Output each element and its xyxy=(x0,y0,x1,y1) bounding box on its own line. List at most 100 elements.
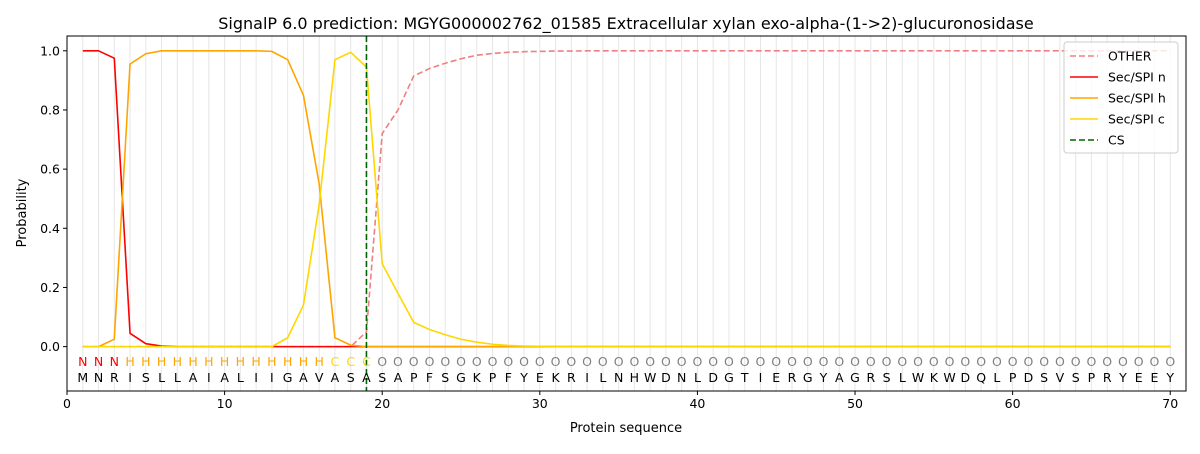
residue-class-label: O xyxy=(488,354,498,369)
sequence-residue: Q xyxy=(976,370,986,385)
y-tick-label: 0.6 xyxy=(40,162,60,177)
sequence-residue: W xyxy=(912,370,924,385)
residue-class-label: O xyxy=(1008,354,1018,369)
x-tick-label: 70 xyxy=(1162,396,1178,411)
residue-class-label: O xyxy=(440,354,450,369)
sequence-residue: H xyxy=(630,370,639,385)
y-tick-label: 1.0 xyxy=(40,43,60,58)
series-line-other xyxy=(82,49,1171,348)
sequence-residue: S xyxy=(142,370,150,385)
sequence-residue: V xyxy=(1056,370,1065,385)
residue-class-label: N xyxy=(78,354,87,369)
residue-class-label: C xyxy=(362,354,371,369)
residue-class-label: O xyxy=(740,354,750,369)
sequence-residue: P xyxy=(1009,370,1017,385)
sequence-residue: E xyxy=(772,370,780,385)
sequence-residue: Y xyxy=(519,370,528,385)
sequence-residue: G xyxy=(803,370,813,385)
sequence-residue: R xyxy=(788,370,797,385)
sequence-residue: G xyxy=(724,370,734,385)
sequence-residue: K xyxy=(551,370,560,385)
sequence-residue: R xyxy=(567,370,576,385)
sequence-residue: S xyxy=(378,370,386,385)
residue-class-label: O xyxy=(472,354,482,369)
residue-class-label: O xyxy=(614,354,624,369)
residue-class-label: H xyxy=(125,354,134,369)
sequence-residue: L xyxy=(899,370,906,385)
residue-labels: NMNNNRHIHSHLHLHAHIHAHLHIHIHGHAHVCACSCAOS… xyxy=(77,354,1175,385)
residue-class-label: O xyxy=(535,354,545,369)
residue-class-label: O xyxy=(929,354,939,369)
residue-class-label: N xyxy=(110,354,119,369)
residue-class-label: H xyxy=(157,354,166,369)
residue-class-label: O xyxy=(425,354,435,369)
residue-class-label: O xyxy=(771,354,781,369)
sequence-residue: D xyxy=(708,370,718,385)
sequence-residue: N xyxy=(94,370,103,385)
residue-class-label: O xyxy=(693,354,703,369)
residue-class-label: O xyxy=(598,354,608,369)
residue-class-label: O xyxy=(866,354,876,369)
residue-class-label: O xyxy=(945,354,955,369)
sequence-residue: L xyxy=(694,370,701,385)
sequence-residue: S xyxy=(347,370,355,385)
x-axis-label: Protein sequence xyxy=(570,421,682,436)
legend-label: Sec/SPI n xyxy=(1108,70,1166,85)
sequence-residue: Y xyxy=(1165,370,1174,385)
sequence-residue: I xyxy=(270,370,274,385)
series-lines xyxy=(82,49,1171,348)
residue-class-label: O xyxy=(992,354,1002,369)
sequence-residue: D xyxy=(661,370,671,385)
sequence-residue: R xyxy=(1103,370,1112,385)
residue-class-label: O xyxy=(834,354,844,369)
x-tick-label: 30 xyxy=(532,396,548,411)
residue-class-label: O xyxy=(1039,354,1049,369)
sequence-residue: N xyxy=(677,370,686,385)
residue-class-label: O xyxy=(1150,354,1160,369)
x-tick-label: 20 xyxy=(374,396,390,411)
residue-class-label: O xyxy=(913,354,923,369)
residue-class-label: H xyxy=(283,354,292,369)
sequence-residue: N xyxy=(614,370,623,385)
sequence-residue: W xyxy=(943,370,955,385)
sequence-residue: I xyxy=(585,370,589,385)
sequence-residue: E xyxy=(536,370,544,385)
legend-box xyxy=(1063,41,1179,154)
series-line-sec-spi-n xyxy=(82,49,1171,348)
sequence-residue: G xyxy=(283,370,293,385)
plot-frame xyxy=(66,35,1187,392)
residue-class-label: O xyxy=(756,354,766,369)
sequence-residue: R xyxy=(866,370,875,385)
residue-class-label: O xyxy=(677,354,687,369)
residue-class-label: O xyxy=(1055,354,1065,369)
sequence-residue: P xyxy=(489,370,497,385)
residue-class-label: O xyxy=(708,354,718,369)
residue-class-label: O xyxy=(393,354,403,369)
sequence-residue: G xyxy=(456,370,466,385)
residue-class-label: H xyxy=(299,354,308,369)
residue-class-label: O xyxy=(1118,354,1128,369)
residue-class-label: O xyxy=(503,354,513,369)
sequence-residue: F xyxy=(505,370,512,385)
residue-class-label: O xyxy=(1071,354,1081,369)
residue-class-label: H xyxy=(236,354,245,369)
residue-class-label: O xyxy=(519,354,529,369)
sequence-residue: Y xyxy=(819,370,828,385)
residue-class-label: H xyxy=(204,354,213,369)
residue-class-label: O xyxy=(1087,354,1097,369)
residue-class-label: H xyxy=(141,354,150,369)
sequence-residue: I xyxy=(128,370,132,385)
residue-class-label: H xyxy=(251,354,260,369)
sequence-residue: W xyxy=(644,370,656,385)
residue-class-label: O xyxy=(1023,354,1033,369)
legend-label: CS xyxy=(1108,133,1125,148)
y-axis-label: Probability xyxy=(15,178,30,247)
x-tick-label: 40 xyxy=(689,396,705,411)
residue-class-label: O xyxy=(787,354,797,369)
residue-class-label: H xyxy=(314,354,323,369)
sequence-residue: Y xyxy=(1118,370,1127,385)
legend-label: Sec/SPI c xyxy=(1108,112,1165,127)
sequence-residue: S xyxy=(883,370,891,385)
residue-class-label: O xyxy=(724,354,734,369)
